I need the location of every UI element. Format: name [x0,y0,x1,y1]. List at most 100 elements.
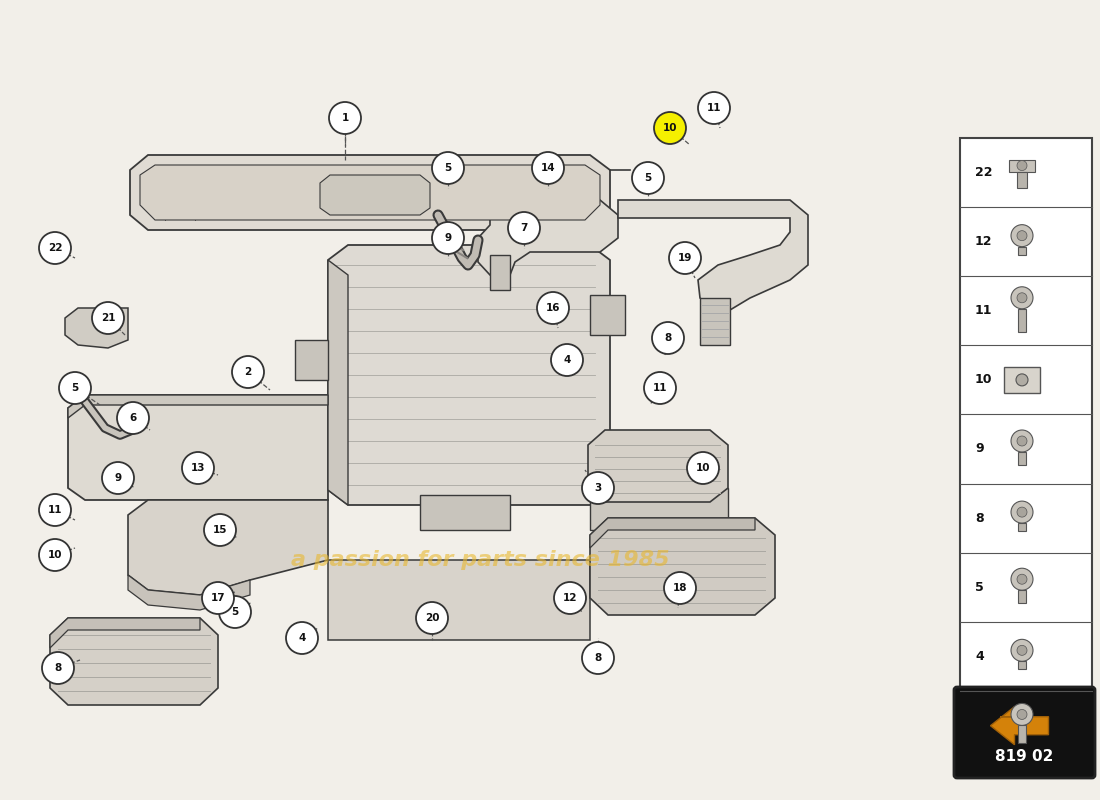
Circle shape [1018,507,1027,517]
Circle shape [654,112,686,144]
Circle shape [644,372,676,404]
Text: 17: 17 [211,593,226,603]
Text: 2: 2 [244,367,252,377]
Text: 4: 4 [563,355,571,365]
Circle shape [1011,568,1033,590]
Text: 19: 19 [678,253,692,263]
Text: 18: 18 [673,583,688,593]
Polygon shape [588,430,728,502]
Text: 9: 9 [975,442,983,455]
Circle shape [532,152,564,184]
Circle shape [669,242,701,274]
Circle shape [416,602,448,634]
Circle shape [39,494,72,526]
Circle shape [219,596,251,628]
Circle shape [582,642,614,674]
Text: 819 02: 819 02 [996,749,1054,764]
Circle shape [652,322,684,354]
Text: 11: 11 [706,103,722,113]
Circle shape [204,514,236,546]
Polygon shape [490,255,510,290]
Circle shape [698,92,730,124]
Circle shape [1011,703,1033,726]
Text: 20: 20 [425,613,439,623]
Text: 3: 3 [594,483,602,493]
Polygon shape [328,260,348,505]
Bar [1018,523,1026,531]
Polygon shape [128,575,250,610]
Polygon shape [68,395,328,418]
Circle shape [182,452,214,484]
Text: 1: 1 [341,113,349,123]
Polygon shape [590,518,755,548]
Polygon shape [700,298,730,345]
Text: 5: 5 [975,581,983,594]
Circle shape [232,356,264,388]
Polygon shape [295,340,328,380]
Circle shape [1018,230,1027,241]
Polygon shape [590,295,625,335]
Polygon shape [128,500,328,595]
Text: 5: 5 [72,383,78,393]
Circle shape [92,302,124,334]
Circle shape [632,162,664,194]
Text: 8: 8 [975,512,983,525]
Circle shape [1018,646,1027,655]
Text: 7: 7 [520,223,528,233]
Polygon shape [320,175,430,215]
Circle shape [1016,374,1028,386]
Text: 6: 6 [130,413,136,423]
Polygon shape [990,706,1048,745]
Circle shape [133,411,147,425]
Circle shape [582,472,614,504]
Polygon shape [420,495,510,530]
Text: 16: 16 [546,303,560,313]
Polygon shape [50,618,200,648]
Bar [1018,590,1026,603]
Polygon shape [328,245,610,505]
Polygon shape [478,200,618,275]
Text: 8: 8 [594,653,602,663]
Text: 8: 8 [664,333,672,343]
Bar [1018,246,1026,254]
Text: 15: 15 [212,525,228,535]
Circle shape [508,212,540,244]
Text: a passion for parts since 1985: a passion for parts since 1985 [290,550,669,570]
Text: 10: 10 [662,123,678,133]
Bar [1018,726,1026,743]
Polygon shape [328,560,590,640]
Circle shape [117,402,148,434]
Circle shape [202,582,234,614]
Circle shape [42,652,74,684]
Polygon shape [618,200,808,310]
Text: 9: 9 [114,473,122,483]
Circle shape [551,344,583,376]
Circle shape [102,462,134,494]
Polygon shape [140,165,600,220]
Text: 5: 5 [444,163,452,173]
Polygon shape [590,518,776,615]
Polygon shape [590,488,728,530]
Bar [1004,367,1040,393]
Circle shape [286,622,318,654]
Circle shape [554,582,586,614]
Circle shape [537,292,569,324]
Circle shape [39,232,72,264]
Text: 12: 12 [563,593,578,603]
Circle shape [664,572,696,604]
Circle shape [1011,286,1033,309]
Text: 4: 4 [298,633,306,643]
Bar [1018,309,1026,332]
Circle shape [329,102,361,134]
Text: 5: 5 [231,607,239,617]
Text: 11: 11 [652,383,668,393]
Polygon shape [68,395,328,500]
Text: 2: 2 [975,719,983,732]
Circle shape [432,222,464,254]
Circle shape [1018,161,1027,170]
Polygon shape [130,155,610,230]
Text: 10: 10 [975,374,992,386]
Text: 13: 13 [190,463,206,473]
Circle shape [59,372,91,404]
Text: 12: 12 [975,235,992,248]
